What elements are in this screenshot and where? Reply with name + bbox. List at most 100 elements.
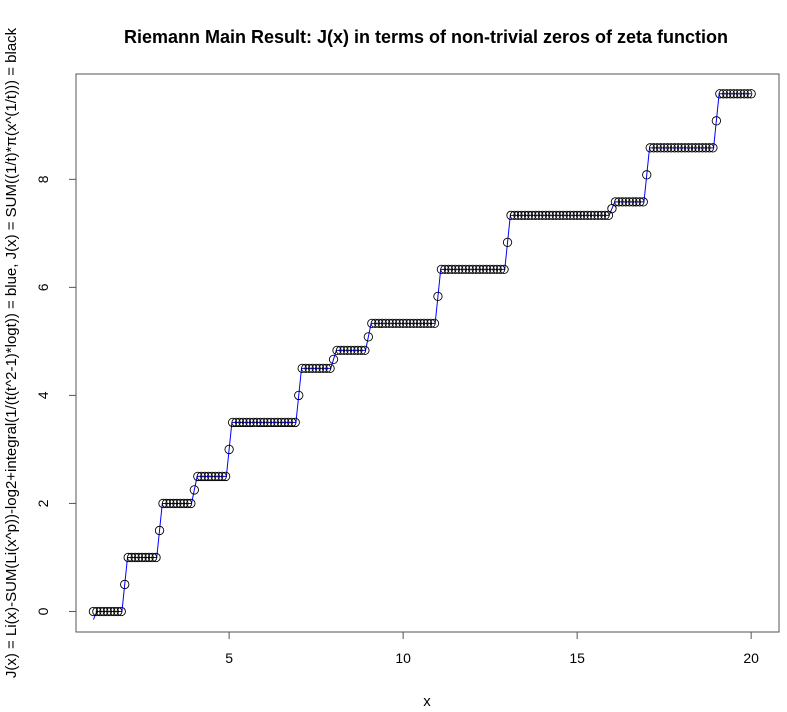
- data-point: [245, 417, 255, 428]
- data-point: [548, 210, 558, 221]
- data-point: [154, 525, 165, 536]
- data-point: [701, 143, 711, 153]
- data-point: [179, 498, 189, 509]
- series-points: [88, 89, 756, 617]
- data-point: [468, 264, 478, 275]
- data-point: [259, 417, 269, 428]
- data-point: [534, 210, 544, 221]
- data-point: [227, 417, 238, 428]
- data-point: [729, 89, 739, 99]
- data-point: [593, 210, 603, 221]
- data-point: [582, 210, 593, 221]
- data-point: [238, 417, 248, 428]
- data-point: [189, 485, 199, 495]
- data-point: [248, 417, 259, 428]
- data-point: [321, 363, 332, 374]
- data-point: [464, 264, 474, 275]
- data-point: [544, 210, 554, 221]
- data-point: [656, 143, 666, 153]
- data-point: [144, 552, 154, 563]
- data-point: [102, 606, 112, 617]
- data-point: [356, 345, 367, 356]
- data-point: [92, 606, 102, 617]
- data-point: [391, 318, 401, 329]
- data-point: [318, 363, 328, 374]
- data-point: [645, 143, 655, 153]
- data-point: [662, 143, 673, 153]
- data-point: [151, 552, 161, 563]
- data-point: [273, 417, 283, 428]
- data-point: [659, 143, 669, 153]
- data-point: [314, 363, 325, 374]
- chart-title: Riemann Main Result: J(x) in terms of no…: [124, 27, 728, 47]
- data-point: [638, 197, 648, 207]
- data-point: [541, 210, 551, 221]
- axis-ticks: 5 10 15 20 0 2 4 6 8: [35, 175, 759, 666]
- data-point: [353, 345, 363, 356]
- data-point: [711, 116, 722, 126]
- x-tick-label: 20: [743, 650, 759, 666]
- data-point: [88, 606, 99, 617]
- data-point: [471, 264, 481, 275]
- data-point: [676, 143, 687, 153]
- data-point: [196, 471, 206, 482]
- data-point: [715, 89, 725, 99]
- data-point: [513, 210, 523, 221]
- data-point: [562, 210, 572, 221]
- y-tick-label: 6: [35, 283, 51, 291]
- data-point: [363, 332, 373, 342]
- data-point: [99, 606, 109, 617]
- data-point: [690, 143, 701, 153]
- data-point: [161, 498, 172, 509]
- data-point: [631, 197, 641, 207]
- y-tick-label: 2: [35, 499, 51, 507]
- data-point: [565, 210, 575, 221]
- data-point: [736, 89, 746, 99]
- data-point: [628, 197, 638, 207]
- data-point: [140, 552, 151, 563]
- blue-series-line: [92, 93, 752, 620]
- data-point: [360, 345, 370, 356]
- x-axis-label: x: [423, 693, 431, 710]
- data-point: [520, 210, 530, 221]
- x-tick-label: 10: [395, 650, 411, 666]
- data-point: [436, 264, 447, 275]
- data-point: [649, 143, 659, 153]
- x-tick-label: 5: [225, 650, 233, 666]
- data-point: [342, 345, 353, 356]
- data-point: [367, 318, 377, 329]
- data-point: [116, 606, 126, 617]
- data-point: [172, 498, 182, 509]
- data-point: [217, 471, 227, 482]
- data-point: [304, 363, 314, 374]
- data-point: [231, 417, 241, 428]
- data-point: [558, 210, 568, 221]
- data-point: [109, 606, 119, 617]
- data-point: [234, 417, 245, 428]
- data-point: [186, 498, 196, 509]
- data-point: [621, 197, 631, 207]
- data-point: [120, 579, 130, 590]
- data-point: [624, 197, 634, 207]
- data-point: [412, 318, 422, 329]
- data-point: [530, 210, 541, 221]
- y-axis-label: J(x) = Li(x)-SUM(Li(x^p))-log2+integral(…: [3, 27, 20, 678]
- data-point: [374, 318, 384, 329]
- data-point: [325, 363, 335, 374]
- data-point: [106, 606, 116, 617]
- data-point: [708, 143, 718, 153]
- data-point: [401, 318, 412, 329]
- data-point: [732, 89, 742, 99]
- data-point: [158, 498, 168, 509]
- data-point: [569, 210, 579, 221]
- data-point: [398, 318, 408, 329]
- data-point: [495, 264, 506, 275]
- data-point: [269, 417, 280, 428]
- data-point: [294, 390, 304, 401]
- data-point: [168, 498, 179, 509]
- data-point: [328, 354, 339, 365]
- data-point: [537, 210, 547, 221]
- data-point: [283, 417, 293, 428]
- data-point: [443, 264, 454, 275]
